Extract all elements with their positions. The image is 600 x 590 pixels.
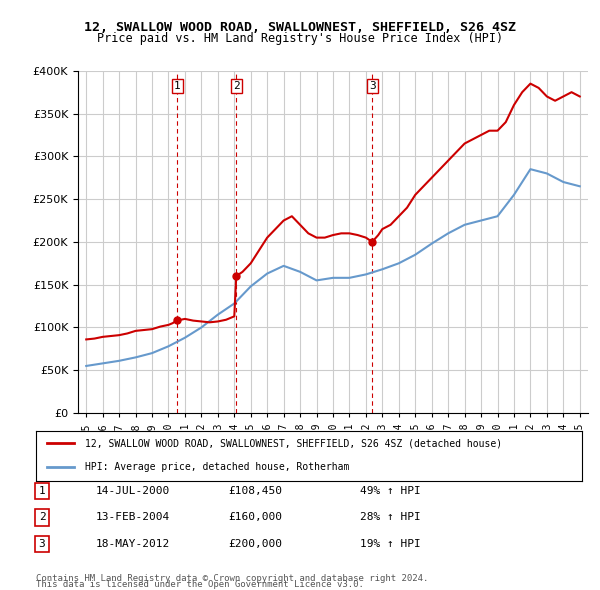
Text: Contains HM Land Registry data © Crown copyright and database right 2024.: Contains HM Land Registry data © Crown c…: [36, 574, 428, 583]
Text: 2: 2: [38, 513, 46, 522]
Text: £200,000: £200,000: [228, 539, 282, 549]
Text: 28% ↑ HPI: 28% ↑ HPI: [360, 513, 421, 522]
Text: This data is licensed under the Open Government Licence v3.0.: This data is licensed under the Open Gov…: [36, 580, 364, 589]
Text: 18-MAY-2012: 18-MAY-2012: [96, 539, 170, 549]
Text: 13-FEB-2004: 13-FEB-2004: [96, 513, 170, 522]
Text: 12, SWALLOW WOOD ROAD, SWALLOWNEST, SHEFFIELD, S26 4SZ: 12, SWALLOW WOOD ROAD, SWALLOWNEST, SHEF…: [84, 21, 516, 34]
Text: 49% ↑ HPI: 49% ↑ HPI: [360, 486, 421, 496]
Text: 14-JUL-2000: 14-JUL-2000: [96, 486, 170, 496]
Text: £108,450: £108,450: [228, 486, 282, 496]
Text: 1: 1: [174, 81, 181, 91]
Text: Price paid vs. HM Land Registry's House Price Index (HPI): Price paid vs. HM Land Registry's House …: [97, 32, 503, 45]
Text: 19% ↑ HPI: 19% ↑ HPI: [360, 539, 421, 549]
Text: 3: 3: [369, 81, 376, 91]
Text: 2: 2: [233, 81, 239, 91]
Text: 3: 3: [38, 539, 46, 549]
Text: HPI: Average price, detached house, Rotherham: HPI: Average price, detached house, Roth…: [85, 462, 350, 472]
Text: £160,000: £160,000: [228, 513, 282, 522]
Text: 1: 1: [38, 486, 46, 496]
Text: 12, SWALLOW WOOD ROAD, SWALLOWNEST, SHEFFIELD, S26 4SZ (detached house): 12, SWALLOW WOOD ROAD, SWALLOWNEST, SHEF…: [85, 438, 502, 448]
